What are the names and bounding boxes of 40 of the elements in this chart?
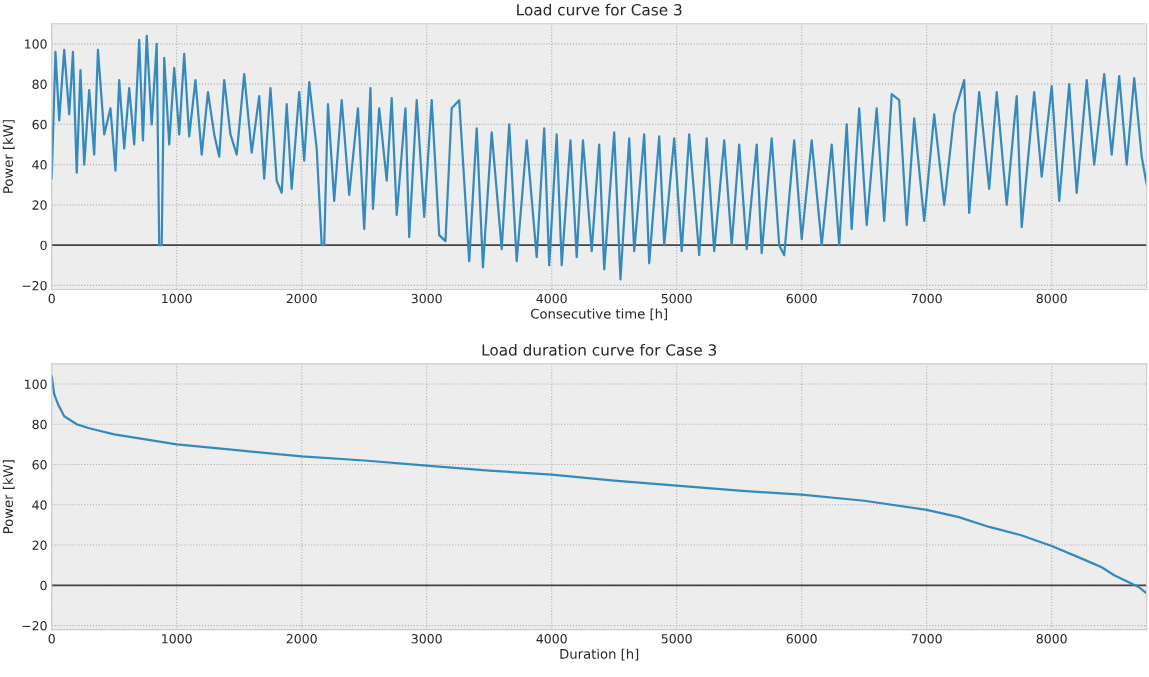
y-tick-label: 100 — [25, 379, 47, 389]
y-tick-label: 60 — [32, 119, 47, 130]
y-tick-label: −20 — [22, 621, 47, 631]
x-axis-title: Duration [h] — [560, 648, 639, 661]
chart-title: Load duration curve for Case 3 — [482, 343, 717, 356]
x-tick-label: 8000 — [1036, 293, 1067, 304]
y-tick-label: 20 — [32, 200, 47, 210]
x-tick-label: 3000 — [411, 634, 442, 644]
x-tick-label: 4000 — [536, 634, 567, 644]
y-tick-label: 0 — [40, 240, 47, 251]
y-tick-label: 40 — [32, 500, 47, 510]
line-series — [51, 34, 1147, 281]
x-tick-label: 7000 — [911, 634, 942, 644]
y-axis-title: Power [kW] — [2, 460, 15, 533]
x-tick-label: 7000 — [911, 293, 942, 304]
y-tick-label: −20 — [22, 280, 47, 291]
x-tick-label: 5000 — [661, 634, 692, 644]
y-tick-label: 100 — [25, 39, 47, 49]
x-tick-label: 0 — [48, 634, 55, 644]
y-tick-label: 80 — [32, 419, 47, 430]
x-tick-label: 3000 — [411, 293, 442, 304]
x-tick-label: 2000 — [286, 293, 317, 304]
x-tick-label: 4000 — [536, 293, 567, 304]
y-tick-label: 0 — [40, 580, 47, 591]
x-tick-label: 6000 — [786, 634, 817, 644]
x-tick-label: 8000 — [1036, 634, 1067, 644]
chart-title: Load curve for Case 3 — [517, 3, 682, 16]
y-tick-label: 40 — [32, 160, 47, 170]
x-tick-label: 1000 — [162, 634, 192, 644]
x-axis-title: Consecutive time [h] — [531, 308, 668, 321]
y-tick-label: 60 — [32, 459, 47, 470]
x-tick-label: 2000 — [286, 634, 317, 644]
x-tick-label: 0 — [48, 293, 55, 304]
y-tick-label: 80 — [32, 79, 47, 90]
x-tick-label: 5000 — [661, 293, 692, 304]
x-tick-label: 6000 — [786, 293, 817, 304]
x-tick-label: 1000 — [162, 293, 192, 304]
line-series — [51, 374, 1147, 595]
y-tick-label: 20 — [32, 540, 47, 550]
y-axis-title: Power [kW] — [2, 120, 15, 193]
